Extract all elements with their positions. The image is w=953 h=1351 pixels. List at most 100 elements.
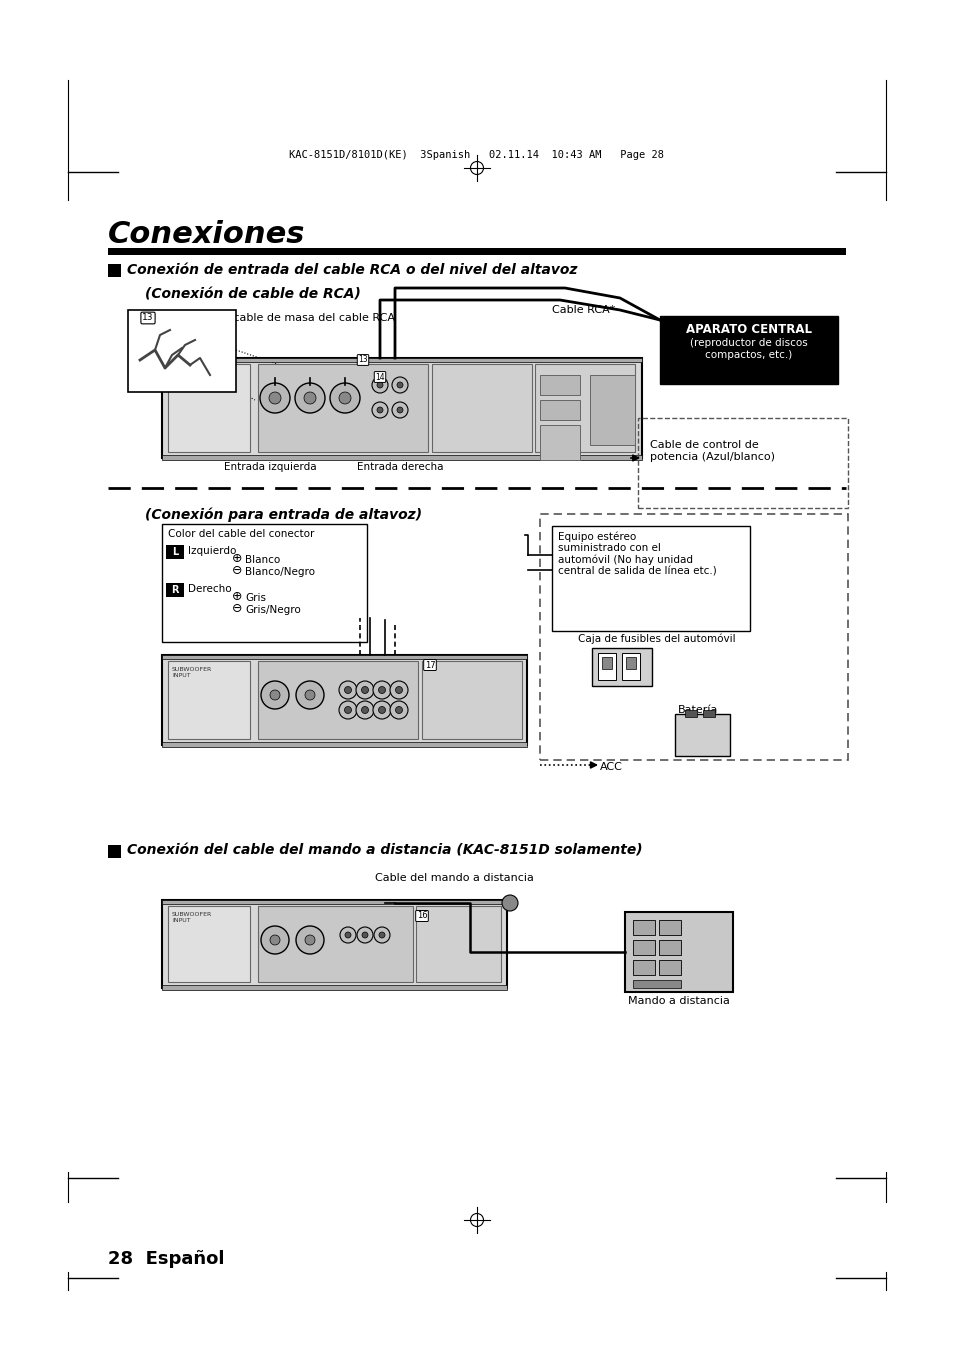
Circle shape <box>392 377 408 393</box>
Circle shape <box>355 701 374 719</box>
Bar <box>659 920 680 935</box>
Bar <box>168 907 250 982</box>
Text: SUBWOOFER
INPUT: SUBWOOFER INPUT <box>172 912 212 923</box>
Bar <box>539 376 579 394</box>
Text: Mando a distancia: Mando a distancia <box>627 996 729 1006</box>
Circle shape <box>270 690 280 700</box>
Circle shape <box>378 686 385 693</box>
Bar <box>432 363 532 453</box>
Bar <box>168 363 250 453</box>
Circle shape <box>395 686 402 693</box>
Text: ACC: ACC <box>599 762 622 771</box>
Bar <box>257 363 428 453</box>
Circle shape <box>330 382 359 413</box>
Text: Cable de control de
potencia (Azul/blanco): Cable de control de potencia (Azul/blanc… <box>649 440 774 462</box>
Bar <box>684 711 697 717</box>
Circle shape <box>294 382 325 413</box>
Bar <box>535 363 635 453</box>
Text: ⊖: ⊖ <box>232 563 242 577</box>
Circle shape <box>390 681 408 698</box>
Bar <box>162 358 641 362</box>
Circle shape <box>392 403 408 417</box>
Text: ⊕: ⊕ <box>232 589 242 603</box>
Bar <box>108 844 121 858</box>
Bar <box>128 309 235 392</box>
Circle shape <box>305 935 314 944</box>
Bar <box>166 544 184 559</box>
Circle shape <box>344 707 351 713</box>
Bar <box>257 661 417 739</box>
Text: SUBWOOFER
INPUT: SUBWOOFER INPUT <box>172 667 212 678</box>
Text: Conexión de entrada del cable RCA o del nivel del altavoz: Conexión de entrada del cable RCA o del … <box>127 263 577 277</box>
Text: 14: 14 <box>375 373 384 381</box>
Bar <box>633 961 655 975</box>
Circle shape <box>338 701 356 719</box>
Circle shape <box>261 681 289 709</box>
Bar <box>625 657 636 669</box>
Text: Color del cable del conector: Color del cable del conector <box>168 530 314 539</box>
Bar <box>108 263 121 277</box>
Circle shape <box>374 927 390 943</box>
Circle shape <box>361 932 368 938</box>
Circle shape <box>390 701 408 719</box>
Circle shape <box>344 686 351 693</box>
Bar <box>162 742 526 747</box>
Text: Blanco/Negro: Blanco/Negro <box>245 567 314 577</box>
Text: Caja de fusibles del automóvil: Caja de fusibles del automóvil <box>578 634 735 644</box>
Text: ⊕: ⊕ <box>232 551 242 565</box>
Circle shape <box>356 927 373 943</box>
Circle shape <box>269 392 281 404</box>
Bar <box>162 655 526 744</box>
Circle shape <box>376 382 382 388</box>
Text: 13: 13 <box>142 313 153 323</box>
Bar <box>552 526 749 631</box>
Circle shape <box>345 932 351 938</box>
Text: Conexiones: Conexiones <box>108 220 305 249</box>
Text: Izquierdo: Izquierdo <box>188 546 236 557</box>
Circle shape <box>339 927 355 943</box>
Bar <box>659 316 837 384</box>
Bar <box>416 907 500 982</box>
Circle shape <box>361 686 368 693</box>
Circle shape <box>372 403 388 417</box>
Circle shape <box>378 707 385 713</box>
Bar <box>162 655 526 659</box>
Bar <box>162 900 506 904</box>
Bar <box>421 661 521 739</box>
Circle shape <box>355 681 374 698</box>
Circle shape <box>373 681 391 698</box>
Circle shape <box>396 382 402 388</box>
Bar <box>702 711 714 717</box>
Bar <box>601 657 612 669</box>
Text: Batería: Batería <box>677 705 718 715</box>
Text: 17: 17 <box>424 661 435 670</box>
Bar <box>675 713 729 757</box>
Text: Gris: Gris <box>245 593 266 603</box>
Text: Cable RCA*: Cable RCA* <box>552 305 615 315</box>
Text: R: R <box>172 585 178 594</box>
Circle shape <box>373 701 391 719</box>
Bar <box>166 584 184 597</box>
Bar <box>539 400 579 420</box>
Text: Derecho: Derecho <box>188 584 232 594</box>
Text: Entrada izquierda: Entrada izquierda <box>223 462 316 471</box>
Circle shape <box>295 925 324 954</box>
Bar <box>539 426 579 459</box>
Bar <box>162 358 641 458</box>
Bar <box>633 940 655 955</box>
Text: Blanco: Blanco <box>245 555 280 565</box>
Bar <box>162 900 506 988</box>
Text: SUBWOOFER
INPUT: SUBWOOFER INPUT <box>172 370 212 381</box>
Bar <box>162 524 367 642</box>
Circle shape <box>305 690 314 700</box>
Text: 13: 13 <box>357 355 368 365</box>
Circle shape <box>396 407 402 413</box>
Bar <box>633 920 655 935</box>
Circle shape <box>395 707 402 713</box>
Text: KAC-8151D/8101D(KE)  3Spanish   02.11.14  10:43 AM   Page 28: KAC-8151D/8101D(KE) 3Spanish 02.11.14 10… <box>289 150 664 159</box>
Bar <box>633 979 680 988</box>
Circle shape <box>372 377 388 393</box>
Text: Gris/Negro: Gris/Negro <box>245 605 300 615</box>
Bar <box>257 907 413 982</box>
Circle shape <box>261 925 289 954</box>
